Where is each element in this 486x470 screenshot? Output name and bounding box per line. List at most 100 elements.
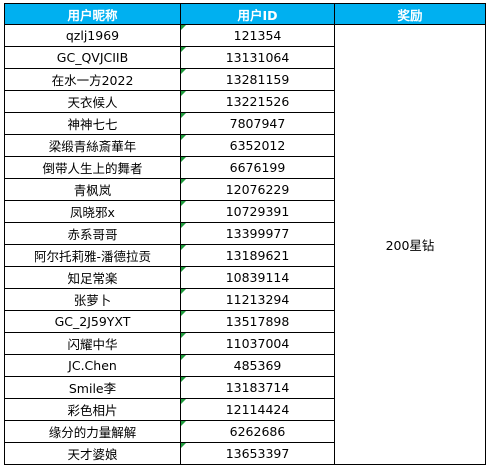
user-id-cell[interactable]: 13653397 — [180, 442, 335, 465]
user-id-text: 6352012 — [229, 138, 286, 153]
nickname-cell[interactable]: 彩色相片 — [4, 398, 181, 421]
table-row: 在水一方2022 13281159 — [4, 68, 486, 91]
nickname-cell[interactable]: GC_2J59YXT — [4, 310, 181, 333]
number-as-text-indicator-icon — [181, 245, 186, 250]
number-as-text-indicator-icon — [181, 311, 186, 316]
number-as-text-indicator-icon — [181, 267, 186, 272]
number-as-text-indicator-icon — [181, 421, 186, 426]
table-row: qzlj1969 121354 200星钻 — [4, 24, 486, 465]
number-as-text-indicator-icon — [181, 223, 186, 228]
user-id-text: 6262686 — [229, 424, 286, 439]
number-as-text-indicator-icon — [181, 91, 186, 96]
table-row: 闪耀中华 11037004 — [4, 332, 486, 355]
user-id-text: 121354 — [233, 28, 282, 43]
user-id-cell[interactable]: 13189621 — [180, 244, 335, 267]
user-id-cell[interactable]: 11037004 — [180, 332, 335, 355]
nickname-cell[interactable]: 倒带人生上的舞者 — [4, 156, 181, 179]
user-id-cell[interactable]: 10839114 — [180, 266, 335, 289]
table-row: 彩色相片 12114424 — [4, 398, 486, 421]
header-nickname[interactable]: 用户昵称 — [4, 3, 181, 25]
table-row: 神神七七 7807947 — [4, 112, 486, 135]
nickname-cell[interactable]: GC_QVJCIIB — [4, 46, 181, 69]
number-as-text-indicator-icon — [181, 135, 186, 140]
nickname-cell[interactable]: 青枫岚 — [4, 178, 181, 201]
user-id-text: 12114424 — [225, 402, 290, 417]
number-as-text-indicator-icon — [181, 179, 186, 184]
user-id-cell[interactable]: 12076229 — [180, 178, 335, 201]
nickname-cell[interactable]: 赤系哥哥 — [4, 222, 181, 245]
header-user-id[interactable]: 用户ID — [180, 3, 335, 25]
number-as-text-indicator-icon — [181, 377, 186, 382]
nickname-cell[interactable]: 天衣候人 — [4, 90, 181, 113]
number-as-text-indicator-icon — [181, 399, 186, 404]
user-id-text: 11213294 — [225, 292, 290, 307]
user-id-text: 13281159 — [225, 72, 290, 87]
user-id-text: 13221526 — [225, 94, 290, 109]
user-id-text: 13131064 — [225, 50, 290, 65]
user-id-text: 6676199 — [229, 160, 286, 175]
user-id-cell[interactable]: 13131064 — [180, 46, 335, 69]
user-id-cell[interactable]: 11213294 — [180, 288, 335, 311]
user-id-cell[interactable]: 7807947 — [180, 112, 335, 135]
table-row: 赤系哥哥 13399977 — [4, 222, 486, 245]
user-id-text: 10839114 — [225, 270, 290, 285]
nickname-cell[interactable]: JC.Chen — [4, 354, 181, 377]
table-row: 阿尔托莉雅-潘德拉贡 13189621 — [4, 244, 486, 267]
number-as-text-indicator-icon — [181, 443, 186, 448]
user-id-cell[interactable]: 10729391 — [180, 200, 335, 223]
number-as-text-indicator-icon — [181, 113, 186, 118]
nickname-cell[interactable]: Smile李 — [4, 376, 181, 399]
number-as-text-indicator-icon — [181, 333, 186, 338]
user-id-cell[interactable]: 13517898 — [180, 310, 335, 333]
user-id-text: 13189621 — [225, 248, 290, 263]
user-id-text: 13517898 — [225, 314, 290, 329]
nickname-cell[interactable]: 张萝卜 — [4, 288, 181, 311]
user-id-text: 13399977 — [225, 226, 290, 241]
nickname-cell[interactable]: 神神七七 — [4, 112, 181, 135]
number-as-text-indicator-icon — [181, 25, 186, 30]
number-as-text-indicator-icon — [181, 47, 186, 52]
header-row: 用户昵称 用户ID 奖励 — [4, 3, 486, 25]
nickname-cell[interactable]: 缘分的力量解解 — [4, 420, 181, 443]
nickname-cell[interactable]: 阿尔托莉雅-潘德拉贡 — [4, 244, 181, 267]
table-row: 青枫岚 12076229 — [4, 178, 486, 201]
reward-table: 用户昵称 用户ID 奖励 qzlj1969 121354 200星钻 GC_QV… — [4, 3, 486, 465]
user-id-cell[interactable]: 6262686 — [180, 420, 335, 443]
user-id-text: 10729391 — [225, 204, 290, 219]
user-id-cell[interactable]: 121354 — [180, 24, 335, 47]
user-id-cell[interactable]: 13221526 — [180, 90, 335, 113]
user-id-text: 11037004 — [225, 336, 290, 351]
nickname-cell[interactable]: 天才婆娘 — [4, 442, 181, 465]
table-row: 知足常楽 10839114 — [4, 266, 486, 289]
table-row: Smile李 13183714 — [4, 376, 486, 399]
user-id-cell[interactable]: 13281159 — [180, 68, 335, 91]
user-id-cell[interactable]: 6676199 — [180, 156, 335, 179]
number-as-text-indicator-icon — [181, 69, 186, 74]
header-reward[interactable]: 奖励 — [334, 3, 486, 25]
table-row: 缘分的力量解解 6262686 — [4, 420, 486, 443]
user-id-cell[interactable]: 6352012 — [180, 134, 335, 157]
user-id-cell[interactable]: 13183714 — [180, 376, 335, 399]
nickname-cell[interactable]: 在水一方2022 — [4, 68, 181, 91]
table-row: 天才婆娘 13653397 — [4, 442, 486, 465]
user-id-text: 13653397 — [225, 446, 290, 461]
nickname-cell[interactable]: 知足常楽 — [4, 266, 181, 289]
user-id-cell[interactable]: 12114424 — [180, 398, 335, 421]
nickname-cell[interactable]: 闪耀中华 — [4, 332, 181, 355]
number-as-text-indicator-icon — [181, 157, 186, 162]
user-id-cell[interactable]: 13399977 — [180, 222, 335, 245]
nickname-cell[interactable]: 凤晓邪x — [4, 200, 181, 223]
user-id-text: 485369 — [233, 358, 282, 373]
nickname-cell[interactable]: 梁缎青絲斎華年 — [4, 134, 181, 157]
user-id-cell[interactable]: 485369 — [180, 354, 335, 377]
number-as-text-indicator-icon — [181, 355, 186, 360]
user-id-text: 12076229 — [225, 182, 290, 197]
reward-cell[interactable]: 200星钻 — [334, 24, 486, 465]
number-as-text-indicator-icon — [181, 201, 186, 206]
table-row: GC_2J59YXT 13517898 — [4, 310, 486, 333]
table-row: 梁缎青絲斎華年 6352012 — [4, 134, 486, 157]
table-row: 凤晓邪x 10729391 — [4, 200, 486, 223]
number-as-text-indicator-icon — [181, 289, 186, 294]
nickname-cell[interactable]: qzlj1969 — [4, 24, 181, 47]
